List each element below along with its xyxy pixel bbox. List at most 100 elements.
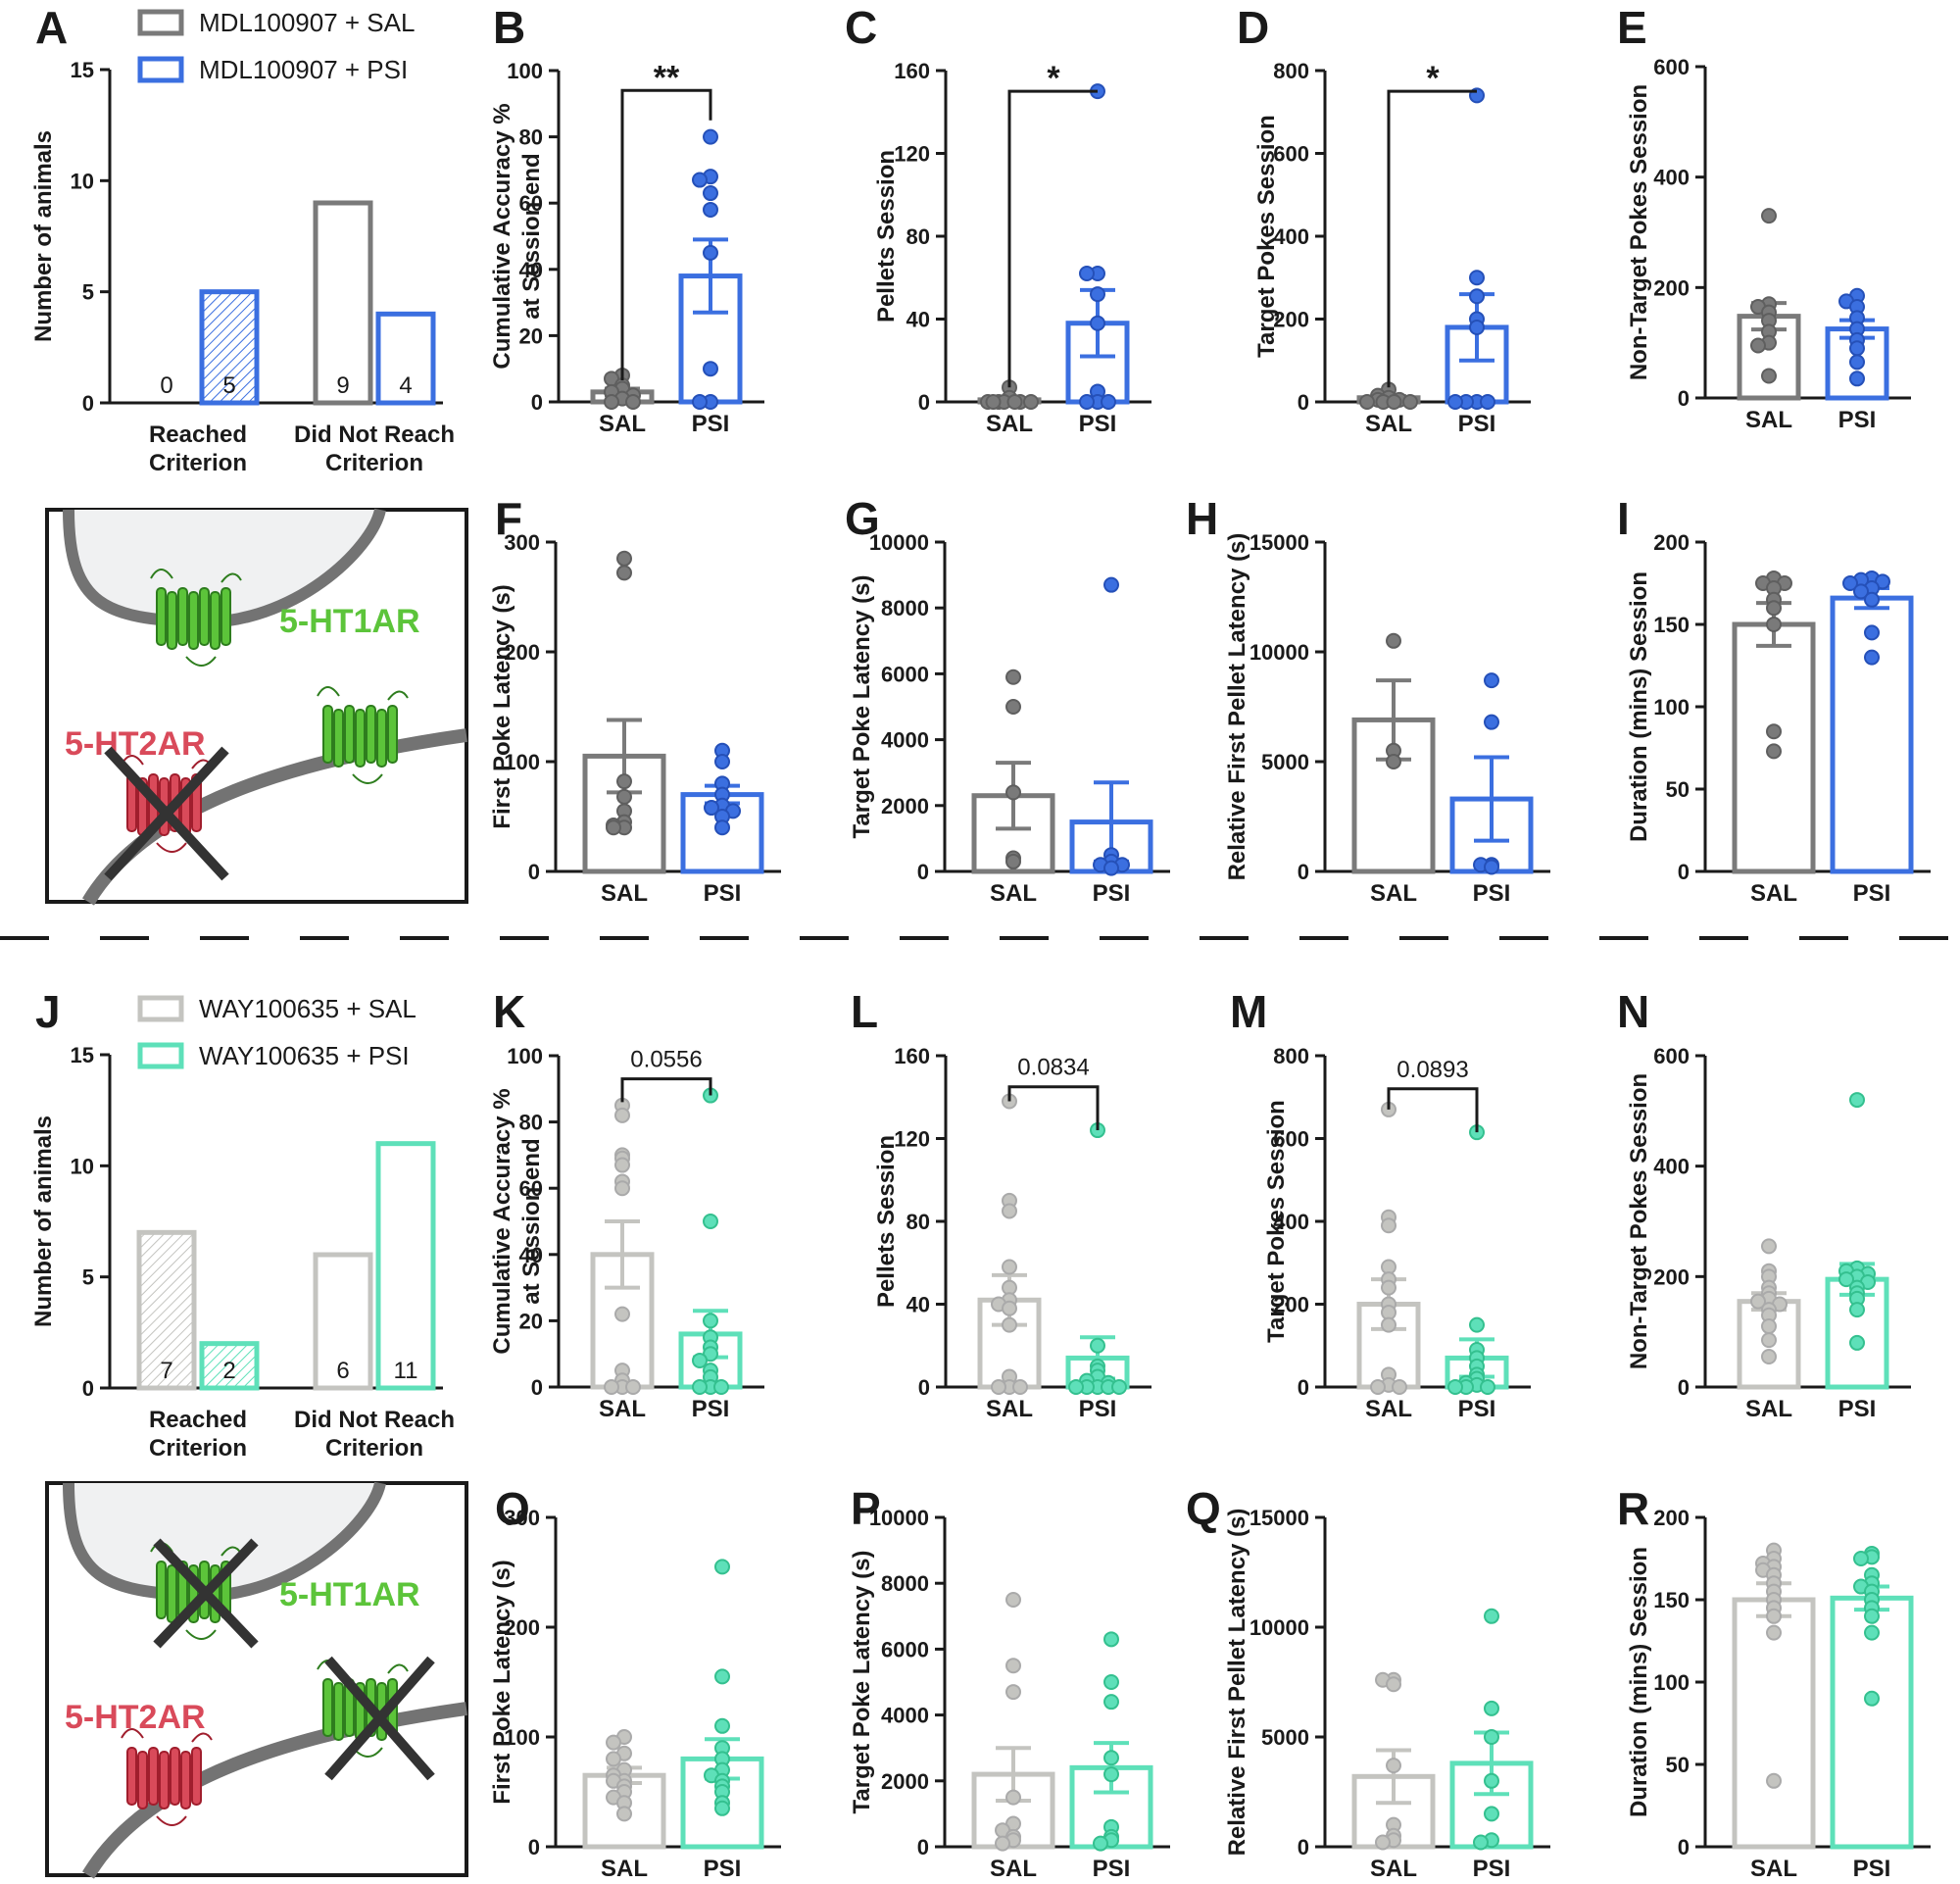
y-tick-label: 4000: [881, 1704, 929, 1728]
bar-count-label: 6: [336, 1358, 349, 1384]
data-point: [616, 788, 632, 805]
data-point: [1103, 860, 1119, 876]
data-point: [1079, 266, 1095, 282]
x-category-label: Reached: [149, 1407, 247, 1433]
data-point: [606, 819, 621, 836]
data-point: [1103, 1750, 1119, 1766]
y-tick-label: 200: [504, 640, 540, 665]
y-tick-label: 8000: [881, 1571, 929, 1596]
helix: [220, 587, 231, 646]
panel-letter: I: [1617, 493, 1630, 544]
data-point: [1469, 319, 1485, 335]
panel-letter: E: [1617, 2, 1647, 53]
loop: [150, 569, 242, 667]
panel-d: D 0 200 400 600 800 Target Pokes Session SAL PSI…: [1237, 2, 1531, 437]
y-tick-label: 400: [1273, 224, 1309, 249]
data-point: [1090, 315, 1105, 331]
x-category-label: PSI: [1838, 1396, 1877, 1422]
y-tick-label: 150: [1653, 1588, 1690, 1612]
panel-letter: P: [851, 1483, 881, 1534]
y-tick-label: 0: [918, 390, 930, 415]
y-tick-label: 0: [528, 860, 540, 884]
data-point: [1480, 394, 1495, 410]
data-point: [1849, 1334, 1865, 1351]
y-axis-label: Target Poke Latency (s): [849, 1551, 875, 1814]
data-point: [1392, 1379, 1407, 1395]
data-point: [1864, 1624, 1880, 1641]
y-axis-label: Non-Target Pokes Session: [1626, 84, 1652, 380]
data-point: [1090, 1337, 1105, 1354]
data-point: [1101, 394, 1116, 410]
x-category-label: PSI: [1458, 411, 1496, 437]
y-tick-label: 10000: [1250, 1615, 1309, 1640]
y-tick-label: 0: [1298, 390, 1309, 415]
cross-icon: [104, 746, 229, 881]
y-tick-label: 0: [917, 860, 929, 884]
y-tick-label: 160: [894, 59, 930, 83]
data-point: [1853, 583, 1869, 600]
x-category-label: Reached: [149, 421, 247, 448]
bar-way100635-psi: [199, 1341, 260, 1391]
legend-label: WAY100635 + SAL: [199, 994, 416, 1023]
y-tick-label: 400: [1273, 1210, 1309, 1234]
y-tick-label: 200: [1653, 530, 1690, 555]
data-point: [1484, 1806, 1499, 1822]
helix: [333, 1682, 344, 1741]
helix: [376, 709, 387, 768]
data-point: [1761, 1349, 1777, 1365]
x-category-label: Criterion: [149, 450, 247, 476]
data-point: [1842, 575, 1858, 591]
y-axis-label: Number of animals: [30, 130, 57, 342]
x-category-label: PSI: [1458, 1396, 1496, 1422]
data-point: [1469, 270, 1485, 286]
data-point: [991, 1379, 1006, 1395]
panel-letter: J: [35, 986, 61, 1037]
data-point: [1090, 286, 1105, 303]
data-point: [614, 1107, 630, 1123]
y-tick-label: 40: [519, 1243, 543, 1267]
x-category-label: PSI: [1079, 411, 1117, 437]
helix: [126, 1747, 137, 1806]
y-tick-label: 50: [1666, 777, 1690, 802]
ht1a-label: 5-HT1AR: [279, 1576, 420, 1613]
y-tick-label: 40: [906, 1293, 930, 1317]
y-axis-label: First Poke Latency (s): [489, 1560, 515, 1804]
panel-letter: B: [493, 2, 525, 53]
helix: [210, 591, 220, 650]
y-tick-label: 120: [894, 1127, 930, 1152]
receptor-schematic: 5-HT1AR 5-HT2AR: [45, 508, 468, 906]
data-point: [1864, 591, 1880, 608]
x-category-label: SAL: [601, 880, 648, 907]
bar-psi: [1830, 595, 1914, 874]
helix: [156, 1561, 167, 1619]
loop: [317, 686, 409, 784]
x-category-label: PSI: [1853, 880, 1891, 907]
y-tick-label: 80: [519, 1111, 543, 1135]
x-category-label: PSI: [1473, 880, 1511, 907]
significance-bracket: [620, 1077, 712, 1103]
ht1a-label: 5-HT1AR: [279, 603, 420, 640]
data-point: [1766, 1624, 1782, 1641]
bar-mdl100907-psi: [375, 311, 436, 406]
x-category-label: PSI: [1079, 1396, 1117, 1422]
helix: [322, 1678, 333, 1737]
y-tick-label: 0: [918, 1375, 930, 1400]
data-point: [625, 394, 641, 410]
x-category-label: SAL: [990, 1856, 1037, 1882]
y-tick-label: 8000: [881, 596, 929, 620]
data-point: [1761, 1238, 1777, 1255]
bar-count-label: 4: [399, 372, 412, 399]
cross-icon: [153, 1538, 259, 1649]
panel-b: B 0 20 40 60 80 100 Cumulative Accuracy % at Ses…: [489, 2, 764, 437]
y-tick-label: 200: [1653, 1264, 1690, 1289]
data-point: [1484, 859, 1499, 875]
y-tick-label: 100: [1653, 1670, 1690, 1695]
data-point: [625, 1379, 641, 1395]
x-category-label: SAL: [1745, 1396, 1792, 1422]
data-point: [616, 773, 632, 790]
x-category-label: SAL: [986, 1396, 1033, 1422]
significance-label: 0.0556: [630, 1047, 702, 1073]
